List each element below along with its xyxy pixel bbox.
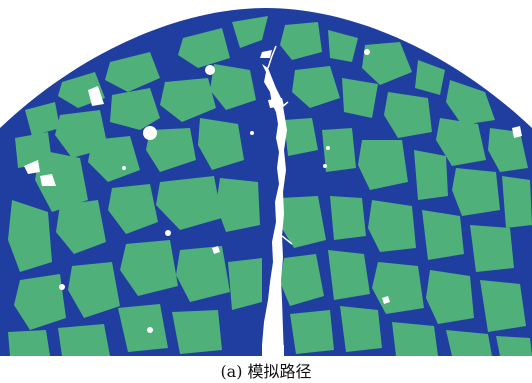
aggregate — [340, 306, 382, 352]
aggregate — [480, 280, 526, 332]
aggregate — [278, 196, 326, 248]
aggregate — [322, 128, 356, 172]
aggregate — [446, 330, 492, 356]
void — [212, 246, 220, 254]
aggregate — [452, 168, 500, 216]
aggregate — [216, 178, 260, 232]
aggregate — [470, 225, 514, 272]
void — [205, 65, 215, 75]
void — [364, 49, 370, 55]
aggregate — [290, 310, 334, 354]
aggregate — [118, 304, 168, 352]
void — [260, 50, 272, 58]
crack-branch — [267, 45, 293, 245]
aggregate — [292, 66, 340, 108]
aggregate — [328, 250, 370, 300]
voids — [24, 49, 522, 333]
void — [40, 174, 56, 186]
aggregate — [358, 140, 408, 190]
aggregate — [496, 336, 532, 356]
aggregate — [368, 200, 416, 252]
aggregate — [58, 324, 110, 356]
void — [88, 86, 104, 106]
aggregate — [502, 176, 532, 228]
aggregate — [8, 330, 50, 356]
aggregate — [156, 176, 222, 230]
aggregate — [426, 270, 474, 324]
aggregate — [392, 322, 438, 356]
aggregate — [342, 78, 378, 118]
void — [122, 166, 126, 170]
aggregate — [488, 128, 528, 172]
aggregate — [56, 200, 106, 254]
aggregate — [14, 274, 66, 330]
aggregate — [284, 118, 318, 156]
aggregate — [280, 254, 324, 306]
aggregate — [415, 60, 445, 95]
void — [382, 296, 390, 304]
aggregate — [198, 118, 244, 170]
aggregate-particles — [8, 16, 532, 356]
aggregate — [384, 92, 432, 138]
base-gap — [262, 345, 284, 356]
aggregate — [362, 42, 412, 85]
void — [323, 164, 327, 168]
void — [24, 160, 40, 174]
aggregate — [414, 150, 448, 200]
void — [165, 230, 171, 236]
aggregate — [25, 102, 60, 136]
aggregate — [210, 64, 256, 110]
aggregate — [172, 310, 222, 354]
void — [512, 126, 522, 138]
aggregate — [178, 28, 230, 68]
aggregate — [105, 52, 160, 92]
aggregate — [176, 246, 230, 302]
void — [143, 126, 157, 140]
aggregate — [228, 258, 262, 310]
aggregate — [330, 196, 366, 240]
aggregate — [108, 184, 158, 234]
simulation-figure — [0, 8, 532, 356]
aggregate — [232, 16, 268, 48]
aggregate — [88, 136, 140, 182]
void — [59, 284, 65, 290]
aggregate — [436, 118, 486, 166]
aggregate — [280, 22, 322, 60]
aggregate — [35, 150, 88, 212]
aggregate — [328, 30, 358, 62]
void — [268, 98, 284, 108]
void — [250, 131, 254, 135]
crack-path — [262, 64, 287, 356]
void — [326, 146, 330, 150]
aggregate — [446, 80, 495, 125]
aggregate — [68, 262, 120, 318]
aggregate — [120, 240, 178, 296]
aggregate — [110, 88, 160, 130]
aggregate — [146, 128, 196, 172]
aggregate — [8, 200, 52, 272]
aggregate — [422, 210, 464, 260]
figure-caption: (a) 模拟路径 — [220, 362, 312, 381]
aggregate — [160, 78, 216, 122]
void — [147, 327, 153, 333]
